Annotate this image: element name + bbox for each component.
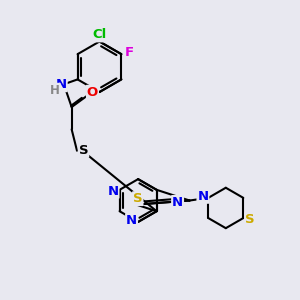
- Text: N: N: [172, 196, 183, 209]
- Text: S: S: [245, 213, 255, 226]
- Text: N: N: [126, 214, 137, 227]
- Text: Cl: Cl: [92, 28, 106, 41]
- Text: S: S: [133, 192, 142, 205]
- Text: N: N: [56, 78, 67, 91]
- Text: N: N: [197, 190, 208, 203]
- Text: F: F: [125, 46, 134, 59]
- Text: N: N: [107, 185, 118, 198]
- Text: O: O: [87, 86, 98, 99]
- Text: H: H: [50, 84, 60, 97]
- Text: S: S: [79, 144, 88, 157]
